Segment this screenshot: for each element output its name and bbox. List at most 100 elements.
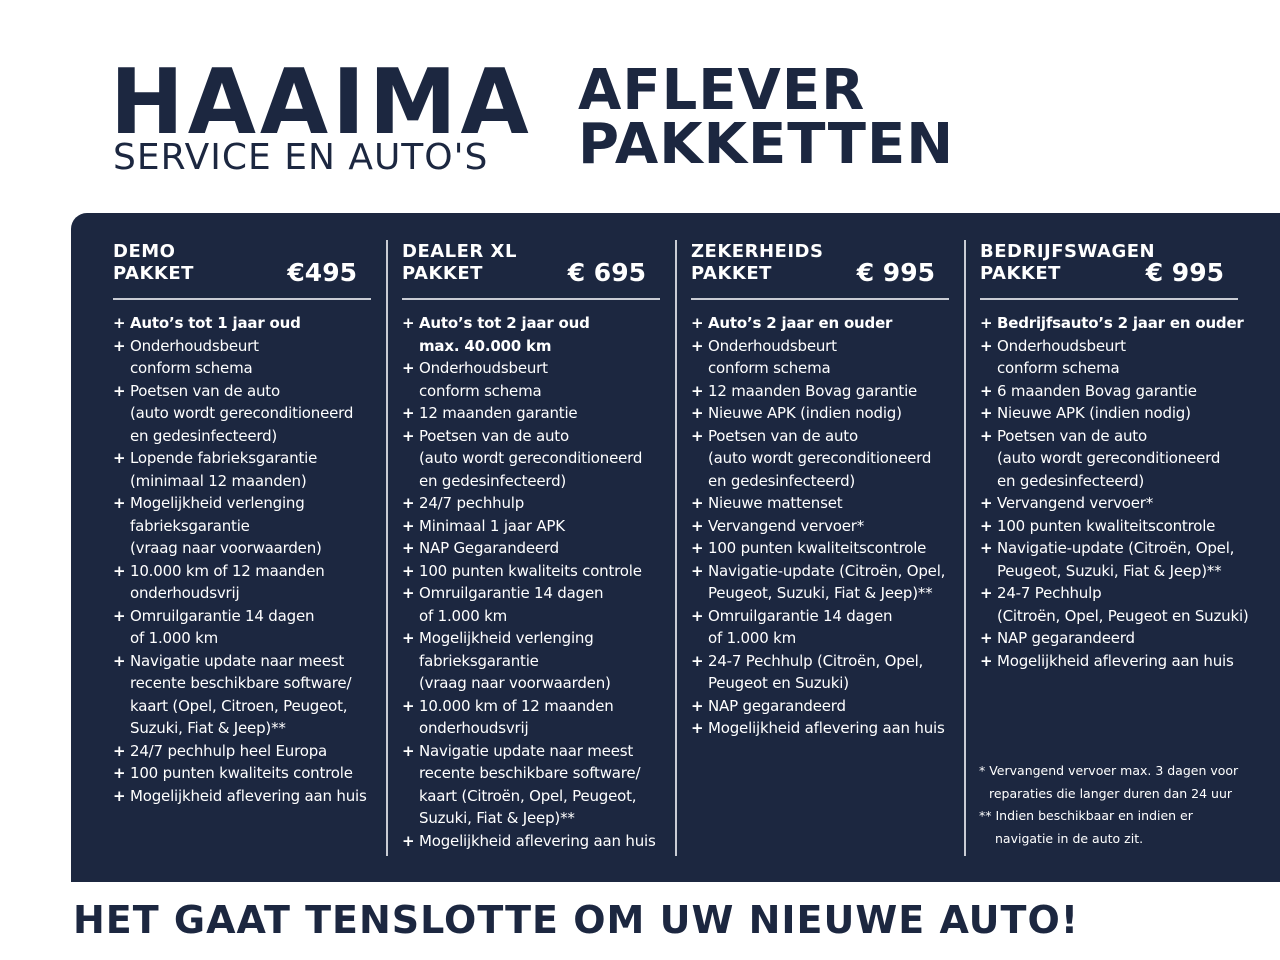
feature-line: Auto’s tot 2 jaar oud [419,314,590,332]
footnote-1-line-2: reparaties die langer duren dan 24 uur [989,785,1233,801]
package-column: DEMO PAKKET €495 Auto’s tot 1 jaar oud On… [113,241,371,807]
feature-item: Auto’s tot 1 jaar oud [113,312,371,335]
feature-item: Mogelijkheid verlenging fabrieksgarantie (… [113,492,371,560]
feature-line: en gedesinfecteerd) [419,471,567,490]
feature-line: Peugeot, Suzuki, Fiat & Jeep)** [708,584,933,602]
feature-line: Mogelijkheid verlenging [419,629,594,647]
feature-item: Nieuwe APK (indien nodig) [691,402,949,425]
feature-line: 12 maanden Bovag garantie [708,381,918,400]
feature-line: (vraag naar voorwaarden) [419,674,611,692]
feature-line: Mogelijkheid verlenging [130,494,305,512]
title-line-1: AFLEVER [578,58,866,123]
feature-line: Onderhoudsbeurt [419,359,548,377]
package-name-line-1: DEALER XL [402,241,517,262]
feature-line: of 1.000 km [130,629,219,647]
feature-line: 10.000 km of 12 maanden [130,561,325,580]
feature-line: Suzuki, Fiat & Jeep)** [130,719,286,737]
feature-item: Poetsen van de auto (auto wordt gerecondi… [691,425,949,493]
feature-line: en gedesinfecteerd) [130,426,278,445]
feature-line: 10.000 km of 12 maanden [419,696,614,715]
feature-line: recente beschikbare software/ [130,674,352,692]
feature-line: Peugeot, Suzuki, Fiat & Jeep)** [997,561,1222,580]
feature-item: Bedrijfsauto’s 2 jaar en ouder [980,312,1244,335]
package-price: €495 [287,258,357,287]
package-header: ZEKERHEIDS PAKKET € 995 [691,241,949,300]
feature-line: Omruilgarantie 14 dagen [130,606,315,625]
feature-line: Onderhoudsbeurt [708,336,837,355]
package-header: DEMO PAKKET €495 [113,241,371,300]
feature-item: 24-7 Pechhulp (Citroën, Opel, Peugeot en … [691,650,949,695]
feature-item: 100 punten kwaliteitscontrole [980,515,1238,538]
feature-item: 10.000 km of 12 maanden onderhoudsvrij [402,695,660,740]
feature-line: Vervangend vervoer* [997,494,1154,512]
feature-line: 100 punten kwaliteits controle [130,764,353,782]
feature-line: (auto wordt gereconditioneerd [708,449,932,467]
feature-line: Nieuwe APK (indien nodig) [997,404,1191,422]
feature-line: 24/7 pechhulp [419,494,525,512]
feature-line: kaart (Opel, Citroen, Peugeot, [130,696,348,715]
feature-line: recente beschikbare software/ [419,764,641,782]
package-name-line-2: PAKKET [980,263,1061,284]
feature-line: kaart (Citroën, Opel, Peugeot, [419,786,637,805]
feature-line: fabrieksgarantie [130,516,250,535]
column-divider [386,240,388,856]
feature-line: (auto wordt gereconditioneerd [997,449,1221,467]
feature-item: Auto’s 2 jaar en ouder [691,312,949,335]
feature-item: Poetsen van de auto (auto wordt gerecondi… [980,425,1238,493]
feature-item: Navigatie update naar meest recente besch… [402,740,660,830]
feature-item: Omruilgarantie 14 dagen of 1.000 km [113,605,371,650]
feature-line: en gedesinfecteerd) [708,471,856,490]
feature-item: Navigatie-update (Citroën, Opel, Peugeot,… [980,537,1238,582]
feature-item: 12 maanden Bovag garantie [691,380,949,403]
feature-item: Omruilgarantie 14 dagen of 1.000 km [402,582,660,627]
feature-item: Onderhoudsbeurt conform schema [113,335,371,380]
package-price: € 995 [1145,258,1224,287]
feature-line: 24/7 pechhulp heel Europa [130,741,328,760]
feature-line: fabrieksgarantie [419,651,539,670]
feature-item: 24/7 pechhulp [402,492,660,515]
feature-item: 100 punten kwaliteitscontrole [691,537,949,560]
feature-line: Nieuwe APK (indien nodig) [708,404,902,422]
feature-line: max. 40.000 km [419,336,552,355]
packages-panel: * Vervangend vervoer max. 3 dagen voor r… [71,213,1280,882]
feature-line: Mogelijkheid aflevering aan huis [997,651,1234,670]
package-name-line-2: PAKKET [691,263,772,284]
package-features: Auto’s tot 1 jaar oud Onderhoudsbeurt conf… [113,312,371,807]
feature-line: 100 punten kwaliteits controle [419,561,642,580]
package-features: Bedrijfsauto’s 2 jaar en ouder Onderhouds… [980,312,1249,672]
feature-line: Nieuwe mattenset [708,494,843,512]
package-name-line-2: PAKKET [113,263,194,284]
feature-line: Auto’s 2 jaar en ouder [708,314,893,332]
package-name-line-1: BEDRIJFSWAGEN [980,241,1156,262]
feature-item: 12 maanden garantie [402,402,660,425]
package-price: € 695 [567,258,646,287]
feature-line: Bedrijfsauto’s 2 jaar en ouder [997,314,1244,332]
feature-line: Lopende fabrieksgarantie [130,449,318,467]
feature-line: (vraag naar voorwaarden) [130,539,322,557]
feature-line: NAP Gegarandeerd [419,539,559,557]
feature-line: (Citroën, Opel, Peugeot en Suzuki) [997,606,1249,625]
feature-line: Mogelijkheid aflevering aan huis [708,719,945,737]
feature-line: Omruilgarantie 14 dagen [708,606,893,625]
feature-item: 100 punten kwaliteits controle [113,762,371,785]
feature-line: en gedesinfecteerd) [997,471,1145,490]
feature-item: Onderhoudsbeurt conform schema [402,357,660,402]
feature-line: Peugeot en Suzuki) [708,674,849,692]
footnote-1: * Vervangend vervoer max. 3 dagen voor r… [979,760,1238,805]
footnotes: * Vervangend vervoer max. 3 dagen voor r… [979,760,1238,850]
feature-line: 24-7 Pechhulp (Citroën, Opel, [708,651,924,670]
feature-item: Mogelijkheid verlenging fabrieksgarantie (… [402,627,660,695]
page-title: AFLEVER PAKKETTEN [578,58,954,173]
feature-line: conform schema [130,359,253,377]
feature-line: Omruilgarantie 14 dagen [419,584,604,602]
feature-line: of 1.000 km [708,629,797,647]
feature-line: onderhoudsvrij [130,584,240,602]
feature-item: 10.000 km of 12 maanden onderhoudsvrij [113,560,371,605]
feature-item: Omruilgarantie 14 dagen of 1.000 km [691,605,949,650]
feature-line: Auto’s tot 1 jaar oud [130,314,301,332]
package-column: DEALER XL PAKKET € 695 Auto’s tot 2 jaar… [402,241,660,852]
feature-line: Navigatie-update (Citroën, Opel, [708,561,946,580]
feature-line: Mogelijkheid aflevering aan huis [419,831,656,850]
feature-line: NAP gegarandeerd [708,696,846,715]
feature-line: onderhoudsvrij [419,719,529,737]
